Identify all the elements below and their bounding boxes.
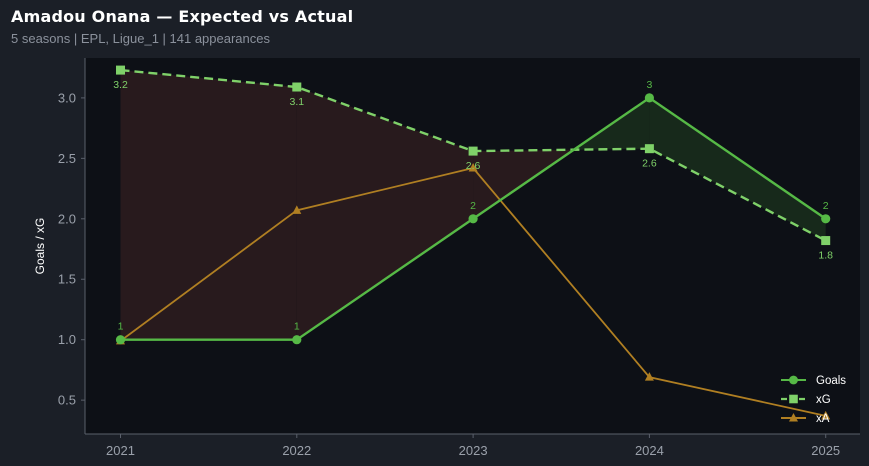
legend-marker xyxy=(789,413,798,422)
x-tick-label: 2024 xyxy=(635,443,664,458)
x-tick-label: 2025 xyxy=(811,443,840,458)
goals-point xyxy=(115,335,126,345)
legend-label-xg: xG xyxy=(816,394,831,406)
data-labels: 1 1 2 3 2 3.2 3.1 2.6 2.6 1.8 xyxy=(113,79,833,333)
goals-data-label: 3 xyxy=(646,79,652,91)
x-tick-label: 2022 xyxy=(282,443,311,458)
xg-point xyxy=(116,65,125,75)
goals-data-label: 2 xyxy=(823,200,829,212)
delta-fill xyxy=(120,70,297,340)
legend-marker xyxy=(789,375,798,385)
xg-data-label: 1.8 xyxy=(818,250,833,262)
xg-point xyxy=(821,236,831,246)
delta-fill xyxy=(649,97,826,241)
goals-point xyxy=(468,214,478,224)
xa-point xyxy=(468,163,478,172)
legend-marker xyxy=(789,394,798,404)
chart-subtitle: 5 seasons | EPL, Ligue_1 | 141 appearanc… xyxy=(11,31,270,46)
y-tick-label: 2.5 xyxy=(58,151,76,166)
legend: Goals xG xA xyxy=(781,375,846,425)
xg-point xyxy=(292,82,302,92)
x-tick-label: 2023 xyxy=(459,443,488,458)
legend-label-xa: xA xyxy=(816,413,830,425)
y-tick-label: 2.0 xyxy=(58,211,76,226)
y-tick-label: 1.0 xyxy=(58,332,76,347)
chart-title: Amadou Onana — Expected vs Actual xyxy=(11,7,354,26)
y-tick-label: 1.5 xyxy=(58,272,76,287)
chart-header: Amadou Onana — Expected vs Actual 5 seas… xyxy=(11,7,353,46)
xg-data-label: 2.6 xyxy=(642,158,657,170)
goals-data-label: 1 xyxy=(294,321,300,333)
goals-data-label: 1 xyxy=(118,321,124,333)
x-tick-label: 2021 xyxy=(106,443,135,458)
y-tick-label: 0.5 xyxy=(58,393,76,408)
axes: 0.5 1.0 1.5 2.0 2.5 3.0 2021 2022 2023 2024 2025 xyxy=(58,58,860,458)
xg-data-label: 3.1 xyxy=(289,96,304,108)
goals-data-label: 2 xyxy=(470,200,476,212)
legend-label-goals: Goals xyxy=(816,375,846,387)
xg-data-label: 3.2 xyxy=(113,79,128,91)
xa-point xyxy=(292,205,302,214)
xg-point xyxy=(468,146,478,156)
goals-point xyxy=(292,335,302,345)
y-axis-label: Goals / xG xyxy=(33,218,47,275)
xg-point xyxy=(644,144,654,154)
xa-point xyxy=(644,372,654,381)
xa-point xyxy=(821,410,831,420)
y-tick-label: 3.0 xyxy=(58,90,76,105)
goals-point xyxy=(821,214,831,224)
xg-data-label: 2.6 xyxy=(466,160,481,172)
series-markers xyxy=(115,65,831,420)
goals-point xyxy=(644,93,655,103)
delta-fill xyxy=(296,87,474,340)
